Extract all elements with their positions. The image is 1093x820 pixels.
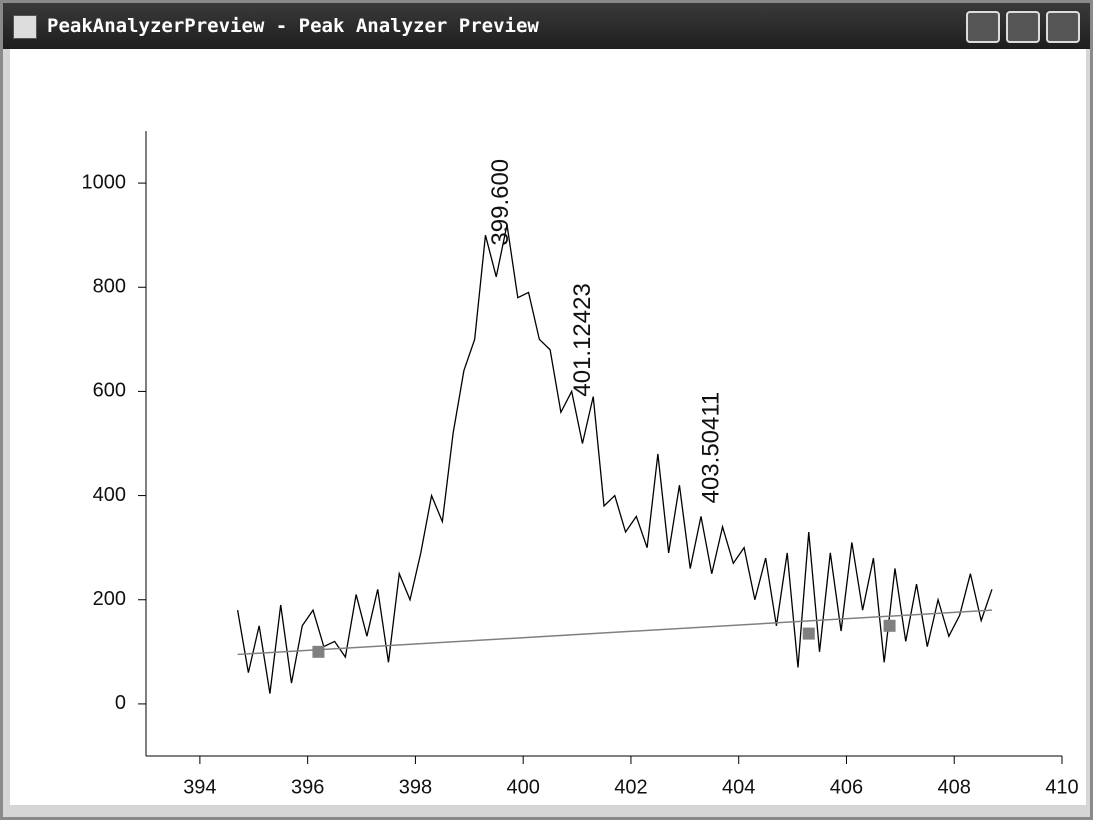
- x-tick-label: 410: [1045, 776, 1078, 798]
- maximize-button[interactable]: [1006, 11, 1040, 43]
- window-title: PeakAnalyzerPreview - Peak Analyzer Prev…: [47, 15, 539, 37]
- peak-label: 399.600: [487, 159, 514, 246]
- x-tick-label: 402: [614, 776, 647, 798]
- minimize-button[interactable]: [966, 11, 1000, 43]
- y-tick-label: 0: [115, 692, 126, 714]
- title-bar: PeakAnalyzerPreview - Peak Analyzer Prev…: [3, 3, 1090, 49]
- y-tick-label: 400: [93, 484, 126, 506]
- spectrum-line: [236, 224, 993, 694]
- anchor-point: [312, 645, 325, 658]
- close-button[interactable]: [1046, 11, 1080, 43]
- anchor-point: [883, 619, 896, 632]
- peak-label: 403.50411: [697, 392, 724, 504]
- plot-background: [10, 49, 1086, 805]
- chart: 0 200 400 600 800 1000 394 396 398 400 402 404 406 40…: [10, 49, 1086, 805]
- peak-label: 401.12423: [569, 283, 596, 396]
- x-tick-label: 400: [506, 776, 539, 798]
- y-tick-label: 200: [93, 588, 126, 610]
- x-tick-label: 404: [722, 776, 755, 798]
- anchor-point: [802, 627, 815, 640]
- y-tick-label: 1000: [82, 171, 127, 193]
- baseline: [237, 609, 992, 656]
- x-tick-label: 396: [291, 776, 324, 798]
- x-tick-label: 408: [938, 776, 971, 798]
- y-tick-label: 600: [93, 380, 126, 402]
- x-tick-label: 406: [830, 776, 863, 798]
- x-tick-label: 398: [399, 776, 432, 798]
- y-tick-label: 800: [93, 276, 126, 298]
- window-icon: [13, 15, 37, 39]
- x-tick-label: 394: [183, 776, 216, 798]
